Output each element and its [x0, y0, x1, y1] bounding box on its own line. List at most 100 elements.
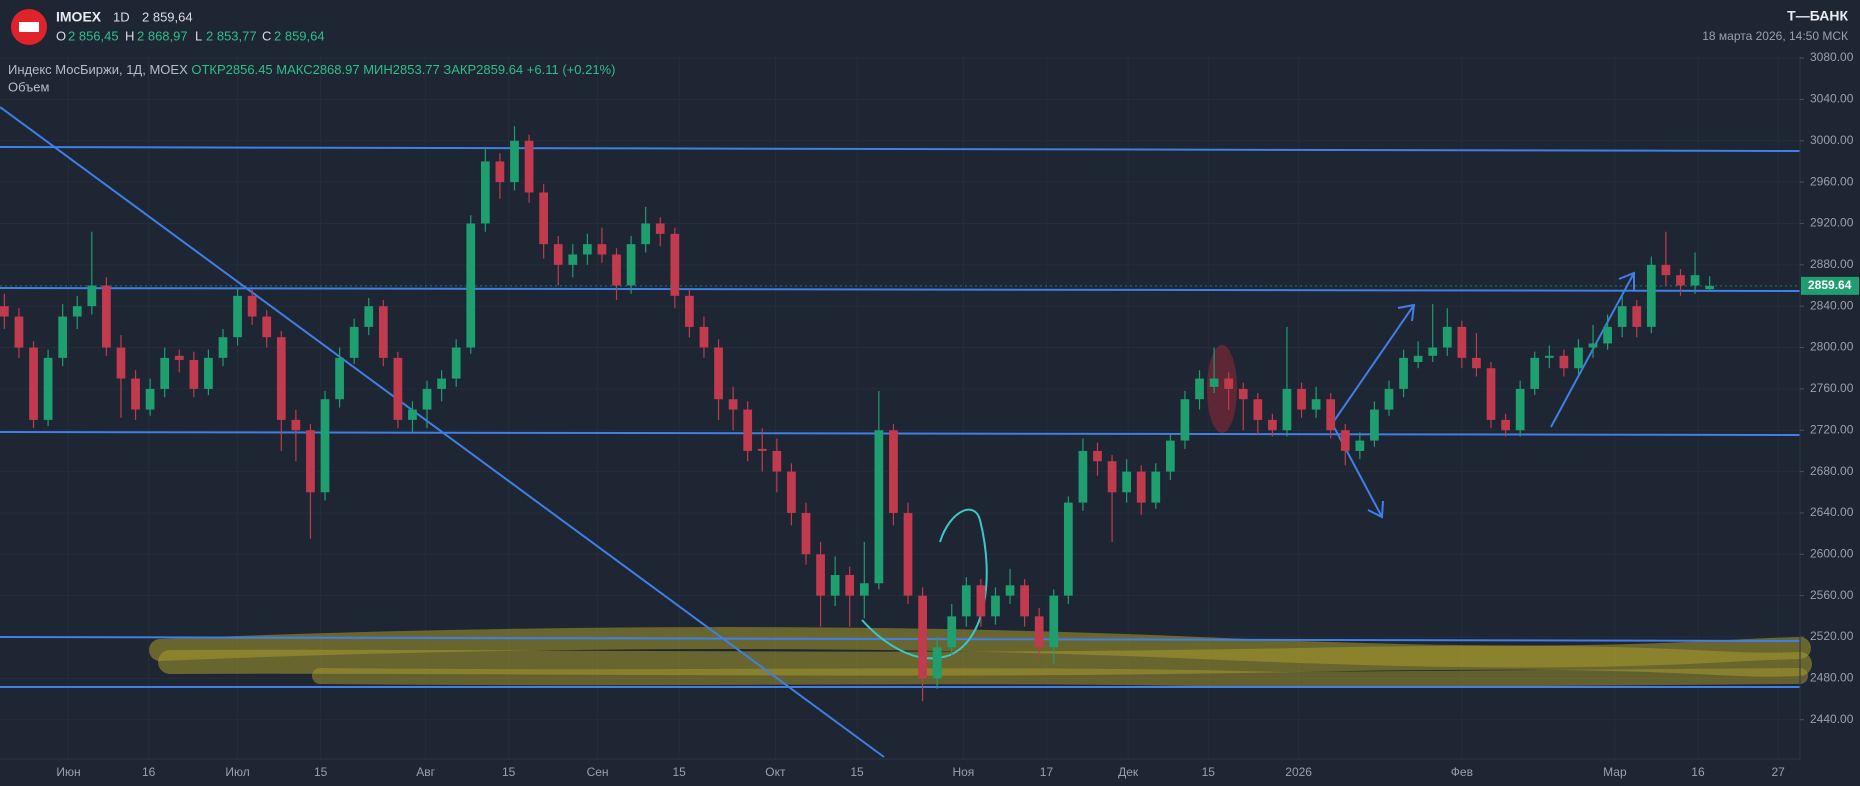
x-tick-label: 16 [142, 765, 156, 779]
y-tick-label: 2520.00 [1810, 629, 1854, 643]
price: 2 859,64 [142, 9, 193, 24]
x-tick-label: 15 [850, 765, 864, 779]
candle-body [655, 223, 665, 234]
candle-body [1107, 461, 1117, 493]
brand: Т—БАНК [1787, 8, 1848, 24]
candle-body [58, 316, 68, 358]
candle-body [131, 378, 140, 410]
candle-body [1486, 368, 1496, 420]
x-tick-label: 15 [314, 765, 328, 779]
y-tick-label: 2840.00 [1810, 298, 1854, 312]
candle-body [1180, 399, 1190, 441]
datetime: 18 марта 2026, 14:50 МСК [1702, 29, 1848, 43]
candle-body [874, 430, 884, 584]
y-tick-label: 2440.00 [1810, 712, 1854, 726]
annotations [0, 106, 1812, 758]
candle-body [204, 357, 213, 389]
candle-body [1282, 388, 1292, 431]
level-line [0, 431, 1801, 436]
candle-body [422, 388, 432, 410]
candle-body [714, 347, 723, 400]
candle-body [276, 337, 286, 420]
highlight [312, 668, 1808, 689]
x-tick-label: Июн [56, 765, 80, 779]
candle-body [306, 430, 315, 493]
candle-body [0, 306, 9, 317]
y-tick-label: 2680.00 [1810, 464, 1854, 478]
y-tick-label: 2880.00 [1810, 257, 1854, 271]
candle-body [1661, 264, 1671, 276]
x-tick-label: 15 [673, 765, 687, 779]
candle-body [1093, 450, 1102, 462]
candle-body [539, 192, 549, 245]
y-tick-label: 2560.00 [1810, 588, 1854, 602]
x-tick-label: Сен [587, 765, 609, 779]
candle-body [291, 419, 301, 431]
candle-body [364, 306, 374, 327]
legend-name: Индекс МосБиржи, 1Д, MOEX [8, 62, 188, 77]
candle-body [1413, 355, 1423, 363]
level-line [0, 636, 1801, 642]
candle-body [801, 512, 811, 555]
candle-body [247, 295, 257, 317]
candle-body [102, 285, 111, 348]
candle-body [1005, 585, 1015, 596]
candle-body [510, 140, 519, 183]
y-tick-label: 2920.00 [1810, 216, 1854, 230]
candle-body [1501, 419, 1510, 431]
x-tick-label: Окт [765, 765, 786, 779]
candle-body [626, 244, 636, 286]
candle-body [43, 357, 53, 420]
candle-body [1690, 275, 1700, 286]
candle-body [480, 161, 490, 224]
candle-body [1676, 275, 1685, 286]
candle-body [524, 140, 534, 193]
candle-body [961, 585, 971, 617]
candle-body [1646, 264, 1656, 327]
candle-body [1253, 399, 1263, 420]
candle-body [1384, 388, 1394, 410]
candle-body [160, 357, 170, 389]
candle-body [1428, 347, 1438, 356]
y-tick-label: 2960.00 [1810, 174, 1854, 188]
candle-body [393, 357, 403, 420]
candle-body [816, 554, 825, 596]
level-line [0, 146, 1801, 152]
candle-body [991, 595, 1000, 617]
candle-body [612, 254, 621, 286]
candle-body [582, 244, 592, 255]
candle-body [218, 337, 228, 358]
x-tick-label: Ноя [952, 765, 974, 779]
last-price-box [1801, 276, 1859, 295]
candle-body [437, 378, 446, 389]
candle-body [233, 295, 242, 338]
candle-body [1297, 388, 1306, 410]
candle-body [918, 595, 927, 679]
candle-body [349, 326, 359, 358]
candle-body [1544, 355, 1554, 358]
x-tick-label: 15 [502, 765, 516, 779]
legend-close: ЗАКР2859.64 [443, 62, 523, 77]
candle-body [932, 647, 942, 679]
candle-body [1311, 399, 1321, 410]
candle-body [145, 388, 155, 410]
interval: 1D [113, 9, 130, 24]
x-tick-label: Мар [1603, 765, 1627, 779]
candle-body [1457, 326, 1467, 358]
x-tick-label: Июл [225, 765, 249, 779]
candle-body [1603, 326, 1612, 344]
candle-body [1326, 399, 1336, 431]
candle-body [116, 347, 126, 379]
candle-body [1340, 430, 1350, 451]
legend-change: +6.11 (+0.21%) [527, 62, 616, 77]
logo [19, 22, 39, 32]
ohlc-value: 2 859,64 [274, 28, 325, 43]
candle-body [87, 285, 97, 307]
candle-body [1268, 419, 1277, 431]
candle-body [641, 223, 651, 245]
x-tick-label: Авг [416, 765, 435, 779]
candle-body [1632, 306, 1642, 327]
candle-body [495, 161, 505, 183]
candle-body [685, 295, 694, 327]
